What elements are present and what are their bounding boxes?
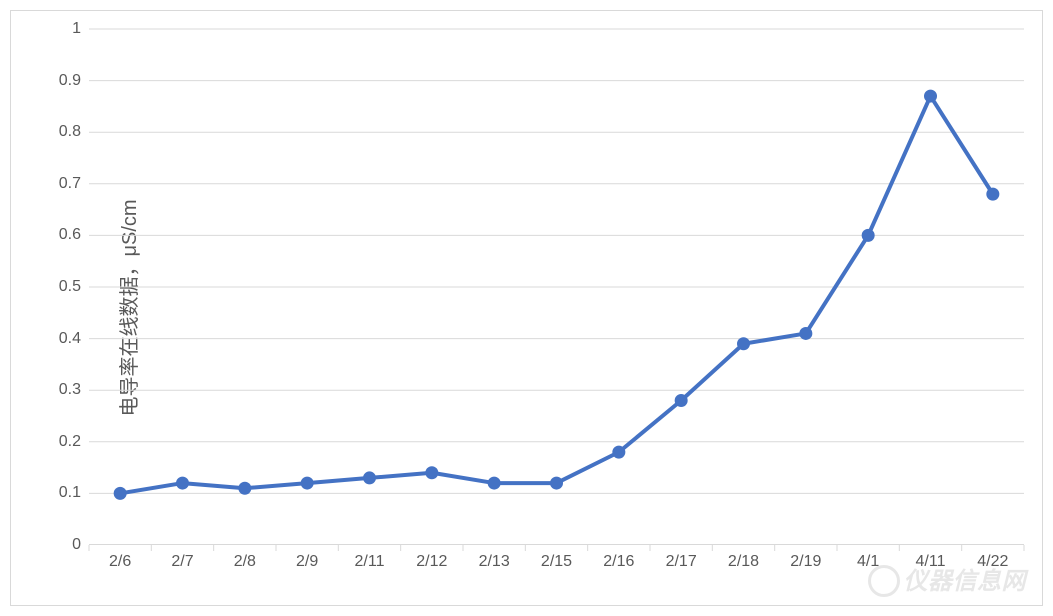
x-tick-label: 2/11	[355, 553, 385, 571]
x-tick-label: 2/16	[603, 553, 634, 571]
x-tick-label: 2/13	[479, 553, 510, 571]
chart-svg	[89, 29, 1024, 545]
x-tick-label: 2/18	[728, 553, 759, 571]
plot-area: 00.10.20.30.40.50.60.70.80.912/62/72/82/…	[89, 29, 1024, 545]
chart-container: 电导率在线数据，μS/cm 00.10.20.30.40.50.60.70.80…	[10, 10, 1043, 606]
x-tick-label: 2/17	[666, 553, 697, 571]
x-tick-label: 2/19	[790, 553, 821, 571]
y-tick-label: 0.2	[59, 433, 81, 451]
y-tick-label: 0.5	[59, 278, 81, 296]
watermark-text: 仪器信息网	[904, 568, 1027, 595]
x-tick-label: 4/11	[916, 553, 946, 571]
y-tick-label: 0.8	[59, 123, 81, 141]
y-tick-label: 0.3	[59, 381, 81, 399]
x-tick-label: 4/22	[977, 553, 1008, 571]
x-tick-label: 2/7	[171, 553, 193, 571]
y-tick-label: 0	[72, 536, 81, 554]
y-tick-label: 0.4	[59, 330, 81, 348]
y-tick-label: 0.7	[59, 175, 81, 193]
x-tick-label: 2/8	[234, 553, 256, 571]
y-tick-label: 0.9	[59, 72, 81, 90]
x-tick-label: 2/9	[296, 553, 318, 571]
x-tick-label: 4/1	[857, 553, 879, 571]
x-tick-label: 2/6	[109, 553, 131, 571]
x-tick-label: 2/12	[416, 553, 447, 571]
y-tick-label: 0.6	[59, 226, 81, 244]
y-tick-label: 1	[72, 20, 81, 38]
y-tick-label: 0.1	[59, 484, 81, 502]
x-tick-label: 2/15	[541, 553, 572, 571]
